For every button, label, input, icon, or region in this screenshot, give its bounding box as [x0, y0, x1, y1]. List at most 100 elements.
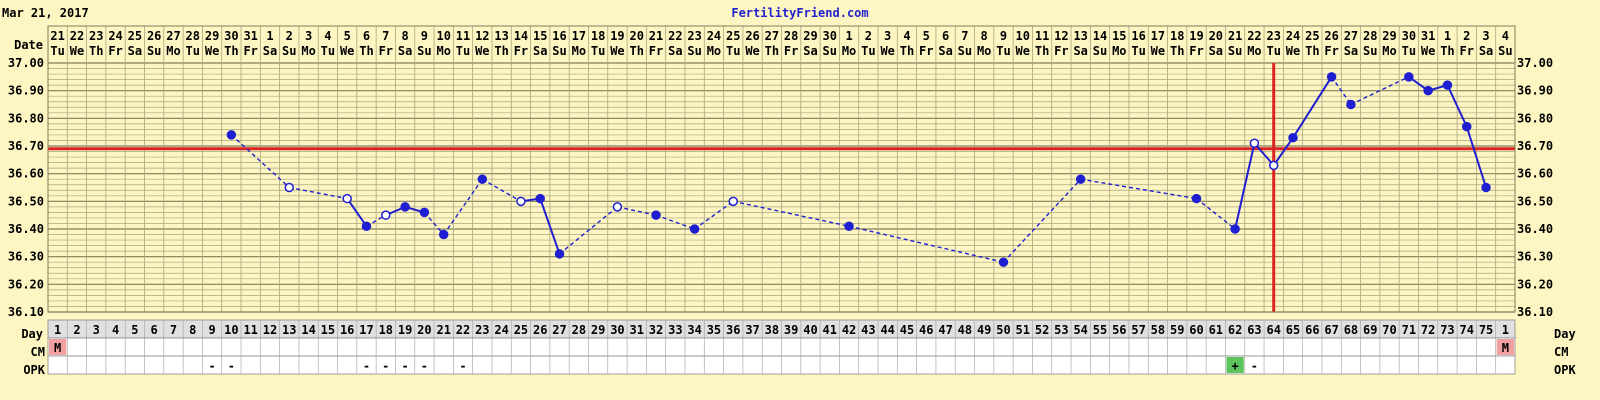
temp-segment-dashed: [559, 206, 618, 255]
weekday-label: Fr: [379, 44, 393, 58]
date-number: 21: [1228, 29, 1242, 43]
y-tick-label-right: 36.60: [1517, 167, 1553, 181]
cycle-day-number: 60: [1189, 323, 1203, 337]
weekday-label: Fr: [1189, 44, 1203, 58]
weekday-label: Th: [765, 44, 779, 58]
chart-border: [47, 25, 1516, 313]
date-number: 26: [1324, 29, 1338, 43]
date-number: 23: [89, 29, 103, 43]
day-row-label: Day: [21, 327, 43, 341]
weekday-label: Th: [224, 44, 238, 58]
cycle-day-number: 75: [1479, 323, 1493, 337]
cm-marker: M: [54, 341, 61, 355]
day-row-label-right: Day: [1554, 327, 1576, 341]
weekday-label: We: [1016, 44, 1030, 58]
opk-negative-marker: -: [459, 359, 466, 373]
temp-segment-dashed: [289, 186, 348, 200]
weekday-label: Fr: [1460, 44, 1474, 58]
y-tick-label-right: 36.50: [1517, 194, 1553, 208]
weekday-label: Mo: [572, 44, 586, 58]
weekday-label: Sa: [398, 44, 412, 58]
cycle-day-number: 6: [151, 323, 158, 337]
weekday-label: Sa: [938, 44, 952, 58]
date-number: 6: [363, 29, 370, 43]
weekday-label: Tu: [996, 44, 1010, 58]
temp-point-open: [728, 196, 738, 207]
temp-segment-dashed: [1196, 198, 1236, 230]
weekday-label: Su: [417, 44, 431, 58]
date-number: 20: [1209, 29, 1223, 43]
weekday-label: Fr: [514, 44, 528, 58]
weekday-label: Th: [1035, 44, 1049, 58]
opk-row-label-right: OPK: [1554, 363, 1576, 377]
cm-row-label-right: CM: [1554, 345, 1568, 359]
cycle-day-number: 45: [900, 323, 914, 337]
temp-point: [1481, 182, 1491, 193]
cycle-day-number: 40: [803, 323, 817, 337]
weekday-label: Sa: [1073, 44, 1087, 58]
date-number: 13: [494, 29, 508, 43]
weekday-label: Sa: [263, 44, 277, 58]
date-number: 28: [186, 29, 200, 43]
cycle-day-number: 56: [1112, 323, 1126, 337]
cycle-day-number: 10: [224, 323, 238, 337]
date-number: 30: [1402, 29, 1416, 43]
date-number: 16: [552, 29, 566, 43]
date-number: 22: [1247, 29, 1261, 43]
date-number: 22: [70, 29, 84, 43]
cycle-day-number: 39: [784, 323, 798, 337]
date-number: 14: [514, 29, 528, 43]
y-tick-label: 37.00: [8, 56, 44, 70]
date-number: 26: [745, 29, 759, 43]
cycle-day-number: 38: [765, 323, 779, 337]
weekday-label: Mo: [842, 44, 856, 58]
cycle-day-number: 54: [1073, 323, 1087, 337]
cycle-day-number: 12: [263, 323, 277, 337]
weekday-label: Tu: [186, 44, 200, 58]
menses-cell: [49, 339, 67, 355]
date-number: 24: [1286, 29, 1300, 43]
date-number: 29: [1382, 29, 1396, 43]
date-number: 11: [456, 29, 470, 43]
cycle-day-number: 53: [1054, 323, 1068, 337]
weekday-label: Fr: [1054, 44, 1068, 58]
menses-cell: [1496, 339, 1514, 355]
opk-negative-marker: -: [228, 359, 235, 373]
temp-segment: [1272, 137, 1294, 166]
date-number: 24: [108, 29, 122, 43]
opk-negative-marker: -: [1251, 359, 1258, 373]
temp-point-open: [284, 182, 295, 193]
opk-positive-marker: +: [1231, 359, 1238, 373]
cycle-day-number: 74: [1460, 323, 1474, 337]
date-number: 24: [707, 29, 721, 43]
date-number: 10: [436, 29, 450, 43]
temp-point: [1423, 85, 1433, 96]
date-number: 11: [1035, 29, 1049, 43]
weekday-label: Sa: [1344, 44, 1358, 58]
date-number: 18: [1170, 29, 1184, 43]
date-number: 1: [1444, 29, 1451, 43]
cycle-day-number: 49: [977, 323, 991, 337]
cycle-day-number: 70: [1382, 323, 1396, 337]
date-number: 4: [903, 29, 910, 43]
date-number: 30: [224, 29, 238, 43]
temp-point-open: [1268, 160, 1279, 171]
temp-point: [477, 174, 488, 184]
date-number: 2: [865, 29, 872, 43]
cycle-day-number: 61: [1209, 323, 1223, 337]
weekday-label: Th: [1440, 44, 1454, 58]
cycle-day-number: 58: [1151, 323, 1165, 337]
weekday-label: Th: [494, 44, 508, 58]
weekday-label: Fr: [784, 44, 798, 58]
cycle-day-number: 27: [552, 323, 566, 337]
cycle-day-number: 69: [1363, 323, 1377, 337]
cycle-day-number: 25: [514, 323, 528, 337]
weekday-label: Fr: [108, 44, 122, 58]
date-number: 15: [533, 29, 547, 43]
temp-segment-dashed: [230, 134, 290, 189]
date-number: 17: [572, 29, 586, 43]
temp-point: [1461, 121, 1472, 132]
cycle-day-number: 4: [112, 323, 119, 337]
date-number: 1: [845, 29, 852, 43]
weekday-label: We: [340, 44, 354, 58]
